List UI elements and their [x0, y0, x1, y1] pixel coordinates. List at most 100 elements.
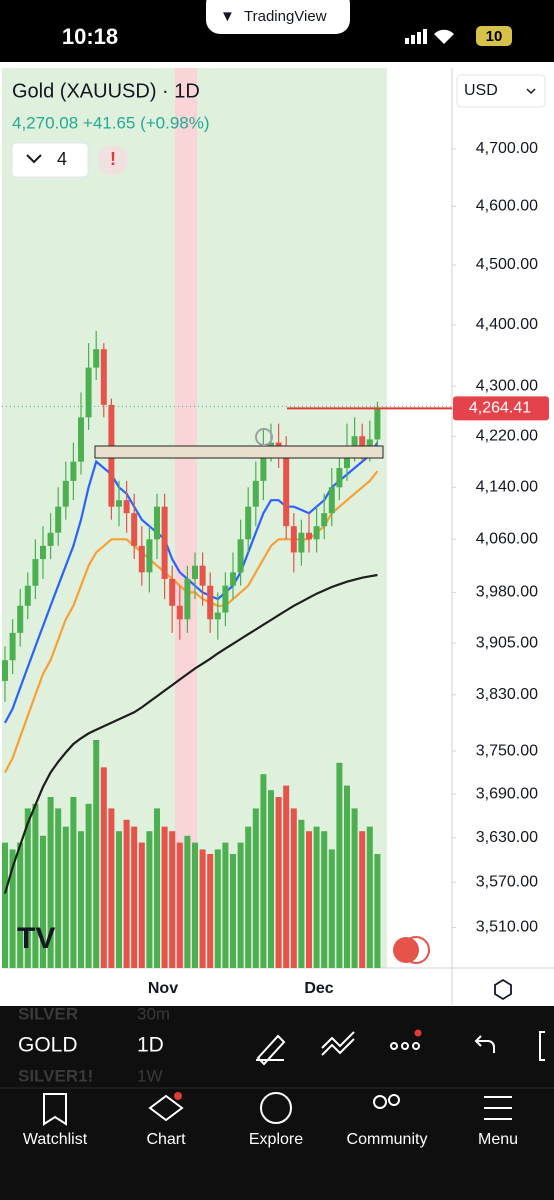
candle-body [199, 565, 206, 586]
candle-body [184, 579, 191, 620]
volume-bar [47, 797, 54, 968]
volume-bar [169, 831, 176, 968]
x-tick-label: Dec [304, 980, 333, 997]
moving-average [4, 442, 379, 724]
volume-bar [32, 803, 39, 968]
candle-body [214, 612, 221, 620]
price-label-bg [453, 396, 549, 421]
candle-body [336, 468, 343, 488]
undo[interactable] [474, 1035, 495, 1053]
currency-select[interactable] [456, 74, 546, 108]
lines-tool[interactable] [321, 1031, 355, 1056]
y-tick-label: 4,300.00 [476, 377, 538, 394]
alarm-icon[interactable] [255, 428, 273, 446]
candle-body [351, 436, 358, 449]
indicator-toggle[interactable] [11, 142, 89, 178]
battery [476, 26, 512, 46]
x-tick-label: Nov [148, 980, 178, 997]
volume-bar [328, 849, 335, 968]
volume-bar [85, 803, 92, 968]
alert-badge[interactable] [98, 145, 128, 175]
candle-body [283, 448, 290, 527]
candle-body [9, 632, 16, 661]
volume-bar [298, 819, 305, 968]
symbol-faint[interactable]: SILVER [18, 1004, 78, 1023]
volume-bar [275, 797, 282, 968]
tab-label[interactable]: Community [347, 1131, 428, 1148]
candle-body [40, 545, 46, 560]
y-tick-label: 4,500.00 [476, 256, 538, 273]
volume-bar [306, 831, 312, 968]
volume-bar [138, 842, 145, 968]
candle-body [2, 660, 8, 681]
candle-body [192, 565, 198, 580]
volume-bar [268, 790, 274, 968]
volume-bar [230, 854, 236, 968]
candle-body [176, 605, 183, 620]
y-tick-label: 4,060.00 [476, 531, 538, 548]
candle-body [100, 349, 107, 405]
tv-watermark: TV [17, 922, 55, 955]
redo-partial[interactable] [539, 1031, 545, 1061]
volume-bar [116, 831, 122, 968]
interval-faint[interactable]: 30m [137, 1004, 170, 1023]
interval-faint[interactable]: 1W [137, 1066, 163, 1085]
candle-body [17, 605, 24, 633]
y-tick-label: 3,905.00 [476, 634, 538, 651]
tab-label[interactable]: Explore [249, 1131, 303, 1148]
y-tick-label: 3,570.00 [476, 873, 538, 890]
volume-bar [161, 826, 168, 968]
volume-bar [237, 842, 244, 968]
symbol-faint[interactable]: SILVER1! [18, 1066, 93, 1085]
volume-bar [207, 854, 214, 968]
app-name: TradingView [244, 8, 327, 25]
volume-bar [351, 808, 358, 968]
chart-icon[interactable] [148, 1094, 184, 1122]
volume-bar [17, 842, 24, 968]
volume-bar [283, 785, 290, 968]
tab-label[interactable]: Menu [478, 1131, 518, 1148]
more-tool[interactable] [390, 1042, 420, 1050]
settings-icon[interactable] [494, 978, 512, 1001]
volume-bar [184, 835, 191, 968]
draw-tool[interactable] [256, 1034, 286, 1066]
signal-icon [405, 29, 427, 44]
volume-bar [9, 849, 16, 968]
volume-bar [123, 819, 130, 968]
volume-bar [62, 826, 69, 968]
candle-body [237, 539, 244, 573]
currency-chevron [526, 88, 536, 95]
menu-icon[interactable] [484, 1096, 512, 1120]
candle-body [222, 585, 229, 613]
moving-average [3, 573, 378, 894]
volume-bar [55, 808, 62, 968]
watchlist-icon[interactable] [43, 1093, 67, 1126]
volume-bar [252, 808, 259, 968]
volume-bar [93, 740, 100, 968]
tab-label[interactable]: Watchlist [23, 1131, 88, 1148]
volume-bar [374, 854, 381, 968]
community-icon[interactable] [388, 1094, 400, 1106]
candle-body [260, 448, 267, 481]
tab-label[interactable]: Chart [146, 1131, 186, 1148]
range-box [94, 445, 384, 459]
explore-icon[interactable] [260, 1092, 292, 1124]
wifi-icon [434, 29, 454, 44]
volume-bar [108, 808, 115, 968]
volume-bar [245, 826, 252, 968]
candle-body [298, 532, 305, 553]
flag-icon [393, 937, 419, 963]
volume-bar [344, 785, 350, 968]
volume-bar [70, 797, 77, 968]
interval[interactable]: 1D [137, 1034, 164, 1057]
candle-body [374, 408, 381, 440]
community-icon[interactable] [373, 1095, 387, 1109]
volume-bar [313, 826, 320, 968]
clock: 10:18 [62, 24, 118, 49]
candle-body [207, 585, 214, 620]
volume-bar [222, 842, 229, 968]
candle-body [252, 480, 259, 507]
symbol[interactable]: GOLD [18, 1034, 78, 1057]
volume-bar [176, 842, 183, 968]
